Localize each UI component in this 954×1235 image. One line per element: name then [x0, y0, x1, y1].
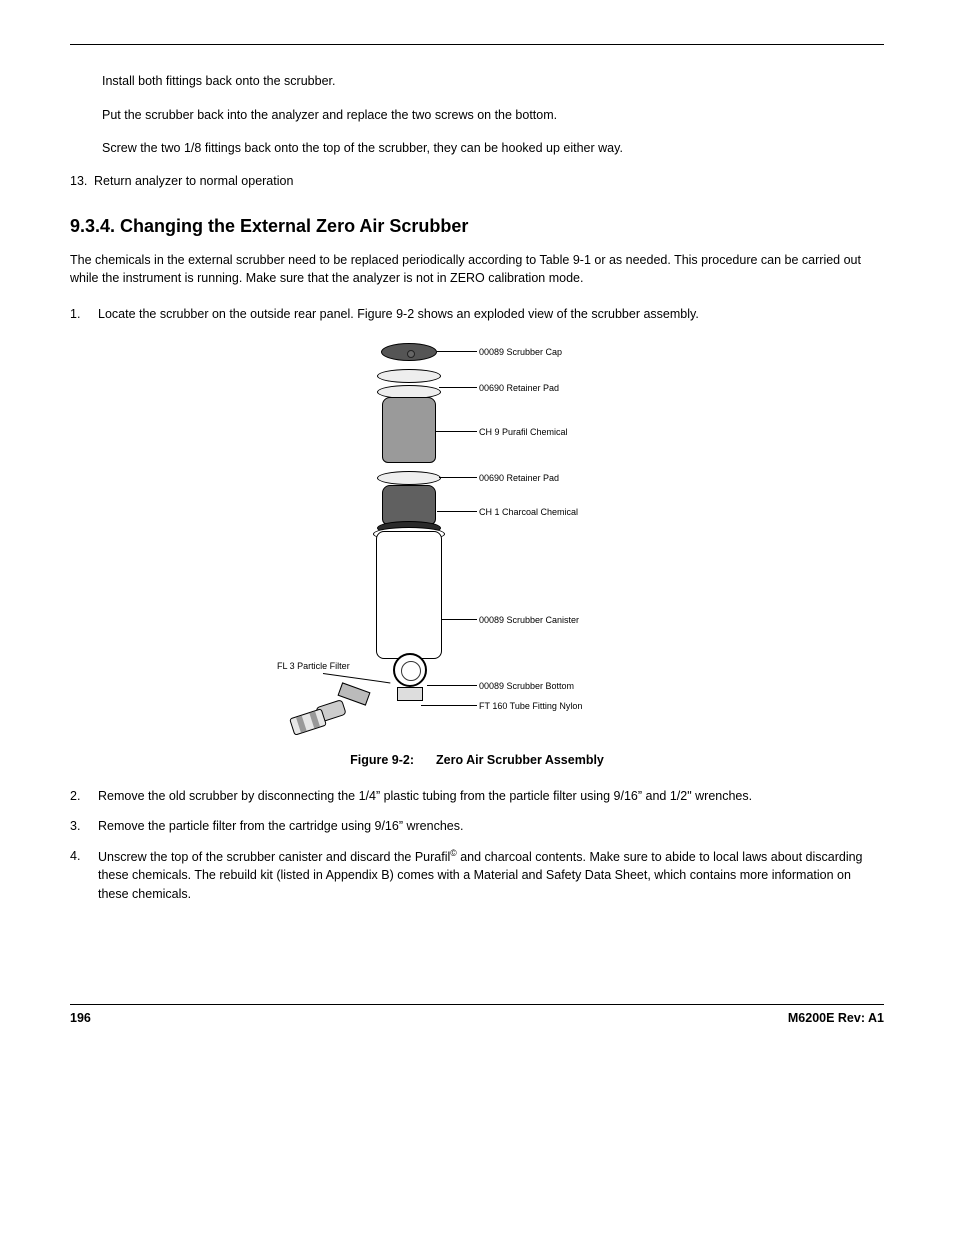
label-tube-fitting: FT 160 Tube Fitting Nylon — [479, 701, 582, 711]
figure-wrap: 00089 Scrubber Cap 00690 Retainer Pad CH… — [70, 335, 884, 747]
caption-b: Zero Air Scrubber Assembly — [436, 753, 604, 767]
label-charcoal: CH 1 Charcoal Chemical — [479, 507, 578, 517]
step-3-text: Remove the particle filter from the cart… — [98, 817, 884, 835]
leader-2 — [439, 387, 477, 388]
leader-5 — [437, 511, 477, 512]
label-scrubber-cap: 00089 Scrubber Cap — [479, 347, 562, 357]
label-particle-filter: FL 3 Particle Filter — [277, 661, 341, 671]
leader-6 — [441, 619, 477, 620]
cont-line-2: Put the scrubber back into the analyzer … — [102, 107, 884, 125]
step-4-num: 4. — [70, 847, 98, 903]
label-retainer-pad-2: 00690 Retainer Pad — [479, 473, 559, 483]
leader-7 — [427, 685, 477, 686]
part-purafil-chemical — [382, 397, 436, 463]
part-scrubber-cap — [381, 343, 437, 361]
leader-4 — [439, 477, 477, 478]
leader-left — [323, 673, 390, 683]
part-charcoal-chemical — [382, 485, 436, 525]
intro-paragraph: The chemicals in the external scrubber n… — [70, 251, 884, 287]
step-13-num: 13. — [70, 174, 94, 188]
part-disc-1 — [377, 369, 441, 383]
top-rule — [70, 44, 884, 45]
step-2: 2. Remove the old scrubber by disconnect… — [70, 787, 884, 805]
rev-label: M6200E Rev: A1 — [788, 1011, 884, 1025]
step-4: 4. Unscrew the top of the scrubber canis… — [70, 847, 884, 903]
caption-a: Figure 9-2: — [350, 753, 414, 767]
figure-caption: Figure 9-2: Zero Air Scrubber Assembly — [70, 753, 884, 767]
section-heading: 9.3.4. Changing the External Zero Air Sc… — [70, 216, 884, 237]
ordered-steps-cont: 2. Remove the old scrubber by disconnect… — [70, 787, 884, 903]
part-retainer-pad-2 — [377, 471, 441, 485]
step-4a: Unscrew the top of the scrubber canister… — [98, 850, 450, 864]
label-scrubber-bottom: 00089 Scrubber Bottom — [479, 681, 574, 691]
step-4-text: Unscrew the top of the scrubber canister… — [98, 847, 884, 903]
page: Install both fittings back onto the scru… — [0, 0, 954, 1235]
step-13: 13. Return analyzer to normal operation — [70, 174, 884, 188]
part-particle-filter — [289, 708, 327, 736]
step-2-text: Remove the old scrubber by disconnecting… — [98, 787, 884, 805]
page-number: 196 — [70, 1011, 91, 1025]
leader-3 — [435, 431, 477, 432]
label-canister: 00089 Scrubber Canister — [479, 615, 579, 625]
page-footer: 196 M6200E Rev: A1 — [70, 1004, 884, 1025]
cont-line-1: Install both fittings back onto the scru… — [102, 73, 884, 91]
label-retainer-pad-1: 00690 Retainer Pad — [479, 383, 559, 393]
part-tube-fitting — [397, 687, 423, 701]
step-1-text: Locate the scrubber on the outside rear … — [98, 305, 884, 323]
part-scrubber-canister — [376, 531, 442, 659]
step-13-text: Return analyzer to normal operation — [94, 174, 293, 188]
step-3: 3. Remove the particle filter from the c… — [70, 817, 884, 835]
leader-1 — [437, 351, 477, 352]
step-2-num: 2. — [70, 787, 98, 805]
ordered-steps: 1. Locate the scrubber on the outside re… — [70, 305, 884, 323]
label-purafil: CH 9 Purafil Chemical — [479, 427, 568, 437]
figure-9-2: 00089 Scrubber Cap 00690 Retainer Pad CH… — [277, 335, 677, 747]
continuation-block: Install both fittings back onto the scru… — [102, 73, 884, 158]
part-scrubber-bottom — [393, 653, 427, 687]
step-1: 1. Locate the scrubber on the outside re… — [70, 305, 884, 323]
leader-8 — [421, 705, 477, 706]
cont-line-3: Screw the two 1/8 fittings back onto the… — [102, 140, 884, 158]
step-3-num: 3. — [70, 817, 98, 835]
step-1-num: 1. — [70, 305, 98, 323]
